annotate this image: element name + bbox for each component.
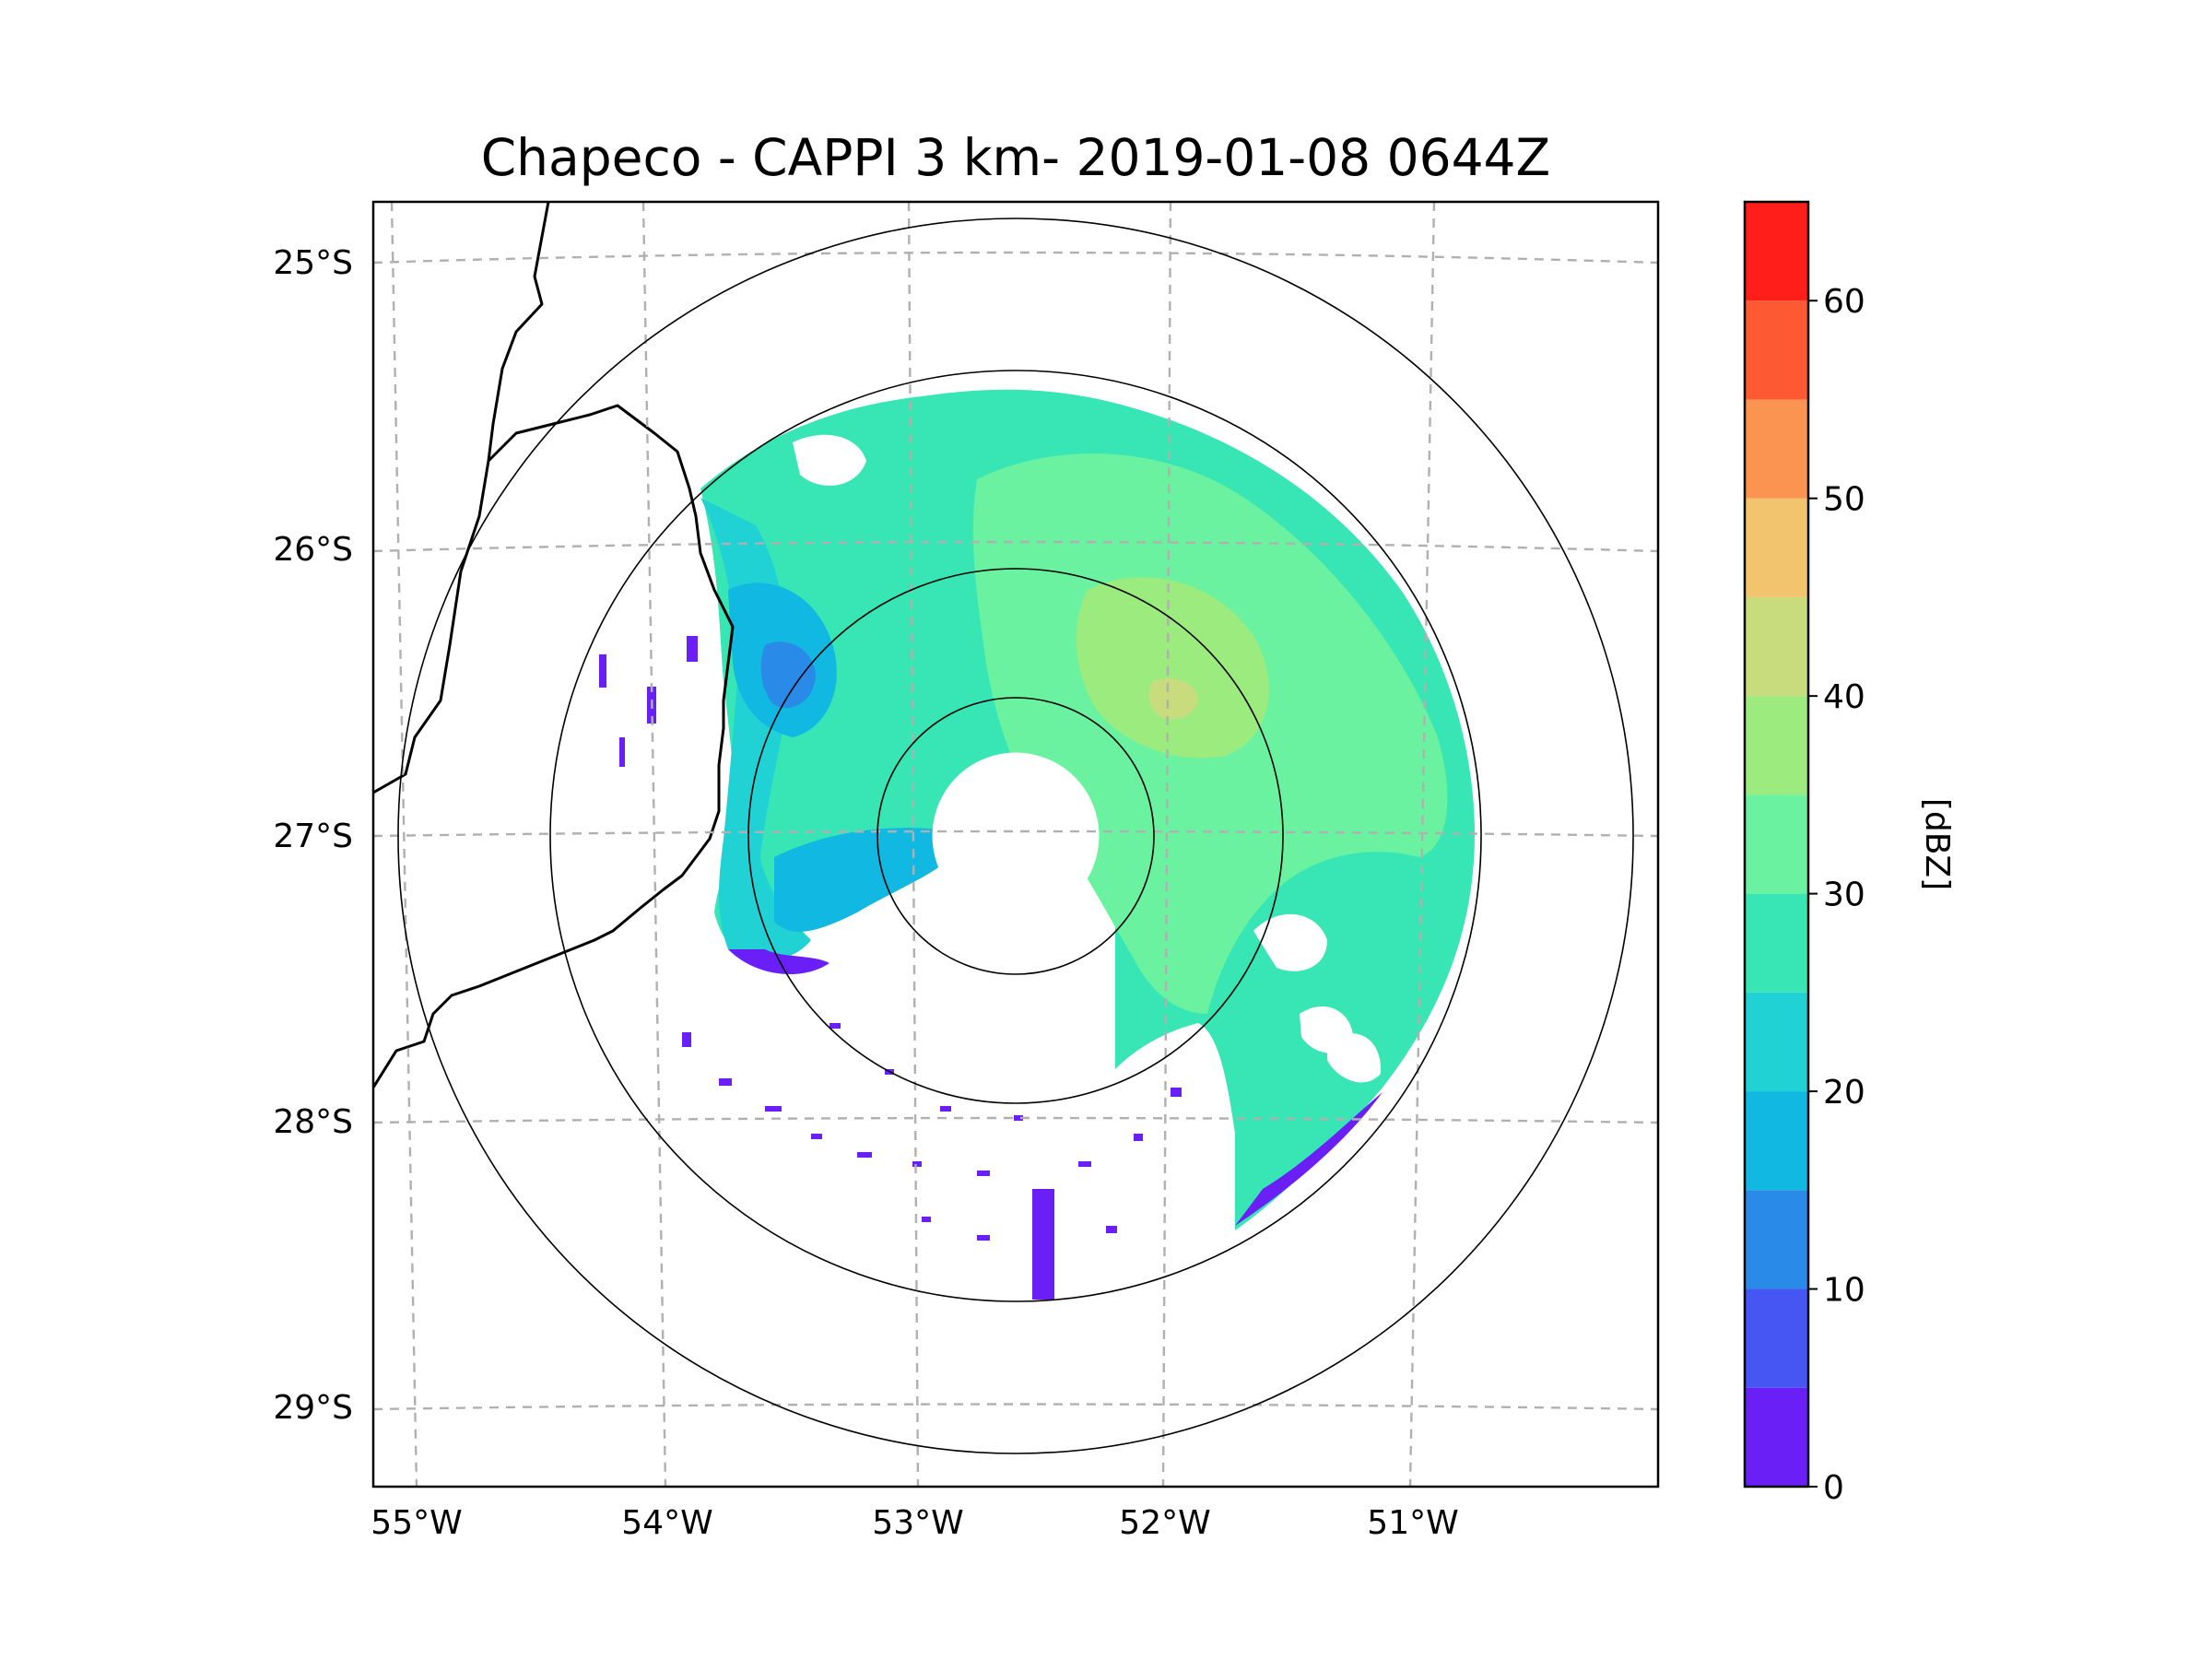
colorbar-segment: [1745, 893, 1808, 993]
lon-tick-label: 51°W: [1367, 1504, 1458, 1542]
lat-tick-labels: 25°S 26°S 27°S 28°S 29°S: [273, 244, 353, 1427]
state-borders: [373, 202, 735, 1088]
range-ring-3: [549, 370, 1482, 1302]
colorbar-segment: [1745, 399, 1808, 499]
colorbar-segment: [1745, 794, 1808, 894]
echo-gap-north: [793, 434, 866, 486]
radar-center-mask: [933, 753, 1099, 919]
range-rings: [397, 218, 1634, 1454]
border-line-north: [373, 202, 550, 794]
lon-tick-labels: 55°W 54°W 53°W 52°W 51°W: [371, 1504, 1458, 1542]
parallel-27S: [373, 830, 1658, 838]
colorbar-tick-label: 0: [1823, 1469, 1844, 1507]
parallel-29S: [373, 1403, 1658, 1411]
colorbar-segment: [1745, 1387, 1808, 1487]
colorbar-segment: [1745, 596, 1808, 697]
lat-tick-label: 27°S: [273, 818, 353, 855]
colorbar-segment: [1745, 696, 1808, 795]
echo-gap-east-3: [1327, 1033, 1382, 1083]
lat-tick-label: 26°S: [273, 531, 353, 569]
colorbar-frame: [1743, 200, 1810, 1488]
echo-strong-spot: [1148, 678, 1198, 719]
map-title: Chapeco - CAPPI 3 km- 2019-01-08 0644Z: [481, 128, 1550, 187]
echo-fringe-east: [1235, 1092, 1382, 1226]
colorbar-segment: [1745, 1288, 1808, 1388]
colorbar-segment: [1745, 1091, 1808, 1191]
colorbar-tick-label: 30: [1823, 877, 1865, 914]
echo-low-west-2: [760, 641, 816, 709]
colorbar-tick-label: 20: [1823, 1074, 1865, 1112]
meridian-52W: [1161, 202, 1172, 1487]
colorbar-label: [dBZ]: [1918, 798, 1956, 890]
range-ring-4: [397, 218, 1634, 1454]
meridian-55W: [390, 202, 418, 1487]
range-ring-2: [747, 568, 1284, 1104]
colorbar: 0 10 20 30 40 50 60 [dBZ]: [1743, 200, 1956, 1507]
border-line-mid: [373, 404, 735, 1088]
lon-tick-label: 54°W: [621, 1504, 712, 1542]
parallel-25S: [373, 251, 1658, 265]
colorbar-tick-label: 50: [1823, 481, 1865, 519]
colorbar-segment: [1745, 992, 1808, 1092]
range-ring-1: [877, 697, 1155, 975]
colorbar-segment: [1745, 300, 1808, 400]
meridian-53W: [907, 202, 920, 1487]
echo-strong-core: [1076, 577, 1269, 759]
lon-tick-label: 53°W: [872, 1504, 963, 1542]
colorbar-tick-label: 40: [1823, 678, 1865, 716]
colorbar-tick-label: 10: [1823, 1272, 1865, 1310]
clutter-rings: [932, 752, 1100, 920]
meridian-51W: [1408, 202, 1436, 1487]
colorbar-segment: [1745, 498, 1808, 597]
colorbar-segment: [1745, 202, 1808, 301]
parallel-28S: [373, 1116, 1658, 1124]
gridlines: [373, 202, 1658, 1487]
lat-tick-label: 29°S: [273, 1389, 353, 1427]
echo-fringe-south: [728, 949, 830, 974]
colorbar-tick-label: 60: [1823, 283, 1865, 321]
lat-tick-label: 25°S: [273, 244, 353, 282]
colorbar-ticks: 0 10 20 30 40 50 60: [1808, 283, 1865, 1507]
lat-tick-label: 28°S: [273, 1103, 353, 1141]
map-panel: [371, 200, 1660, 1488]
map-frame: [371, 200, 1660, 1488]
meridian-54W: [641, 202, 667, 1487]
lon-tick-label: 55°W: [371, 1504, 462, 1542]
parallel-26S: [373, 540, 1658, 553]
colorbar-segments: [1745, 202, 1808, 1487]
echo-low-south: [774, 828, 968, 932]
lon-tick-label: 52°W: [1119, 1504, 1210, 1542]
echo-gap-east-1: [1253, 913, 1327, 971]
colorbar-segment: [1745, 1190, 1808, 1289]
